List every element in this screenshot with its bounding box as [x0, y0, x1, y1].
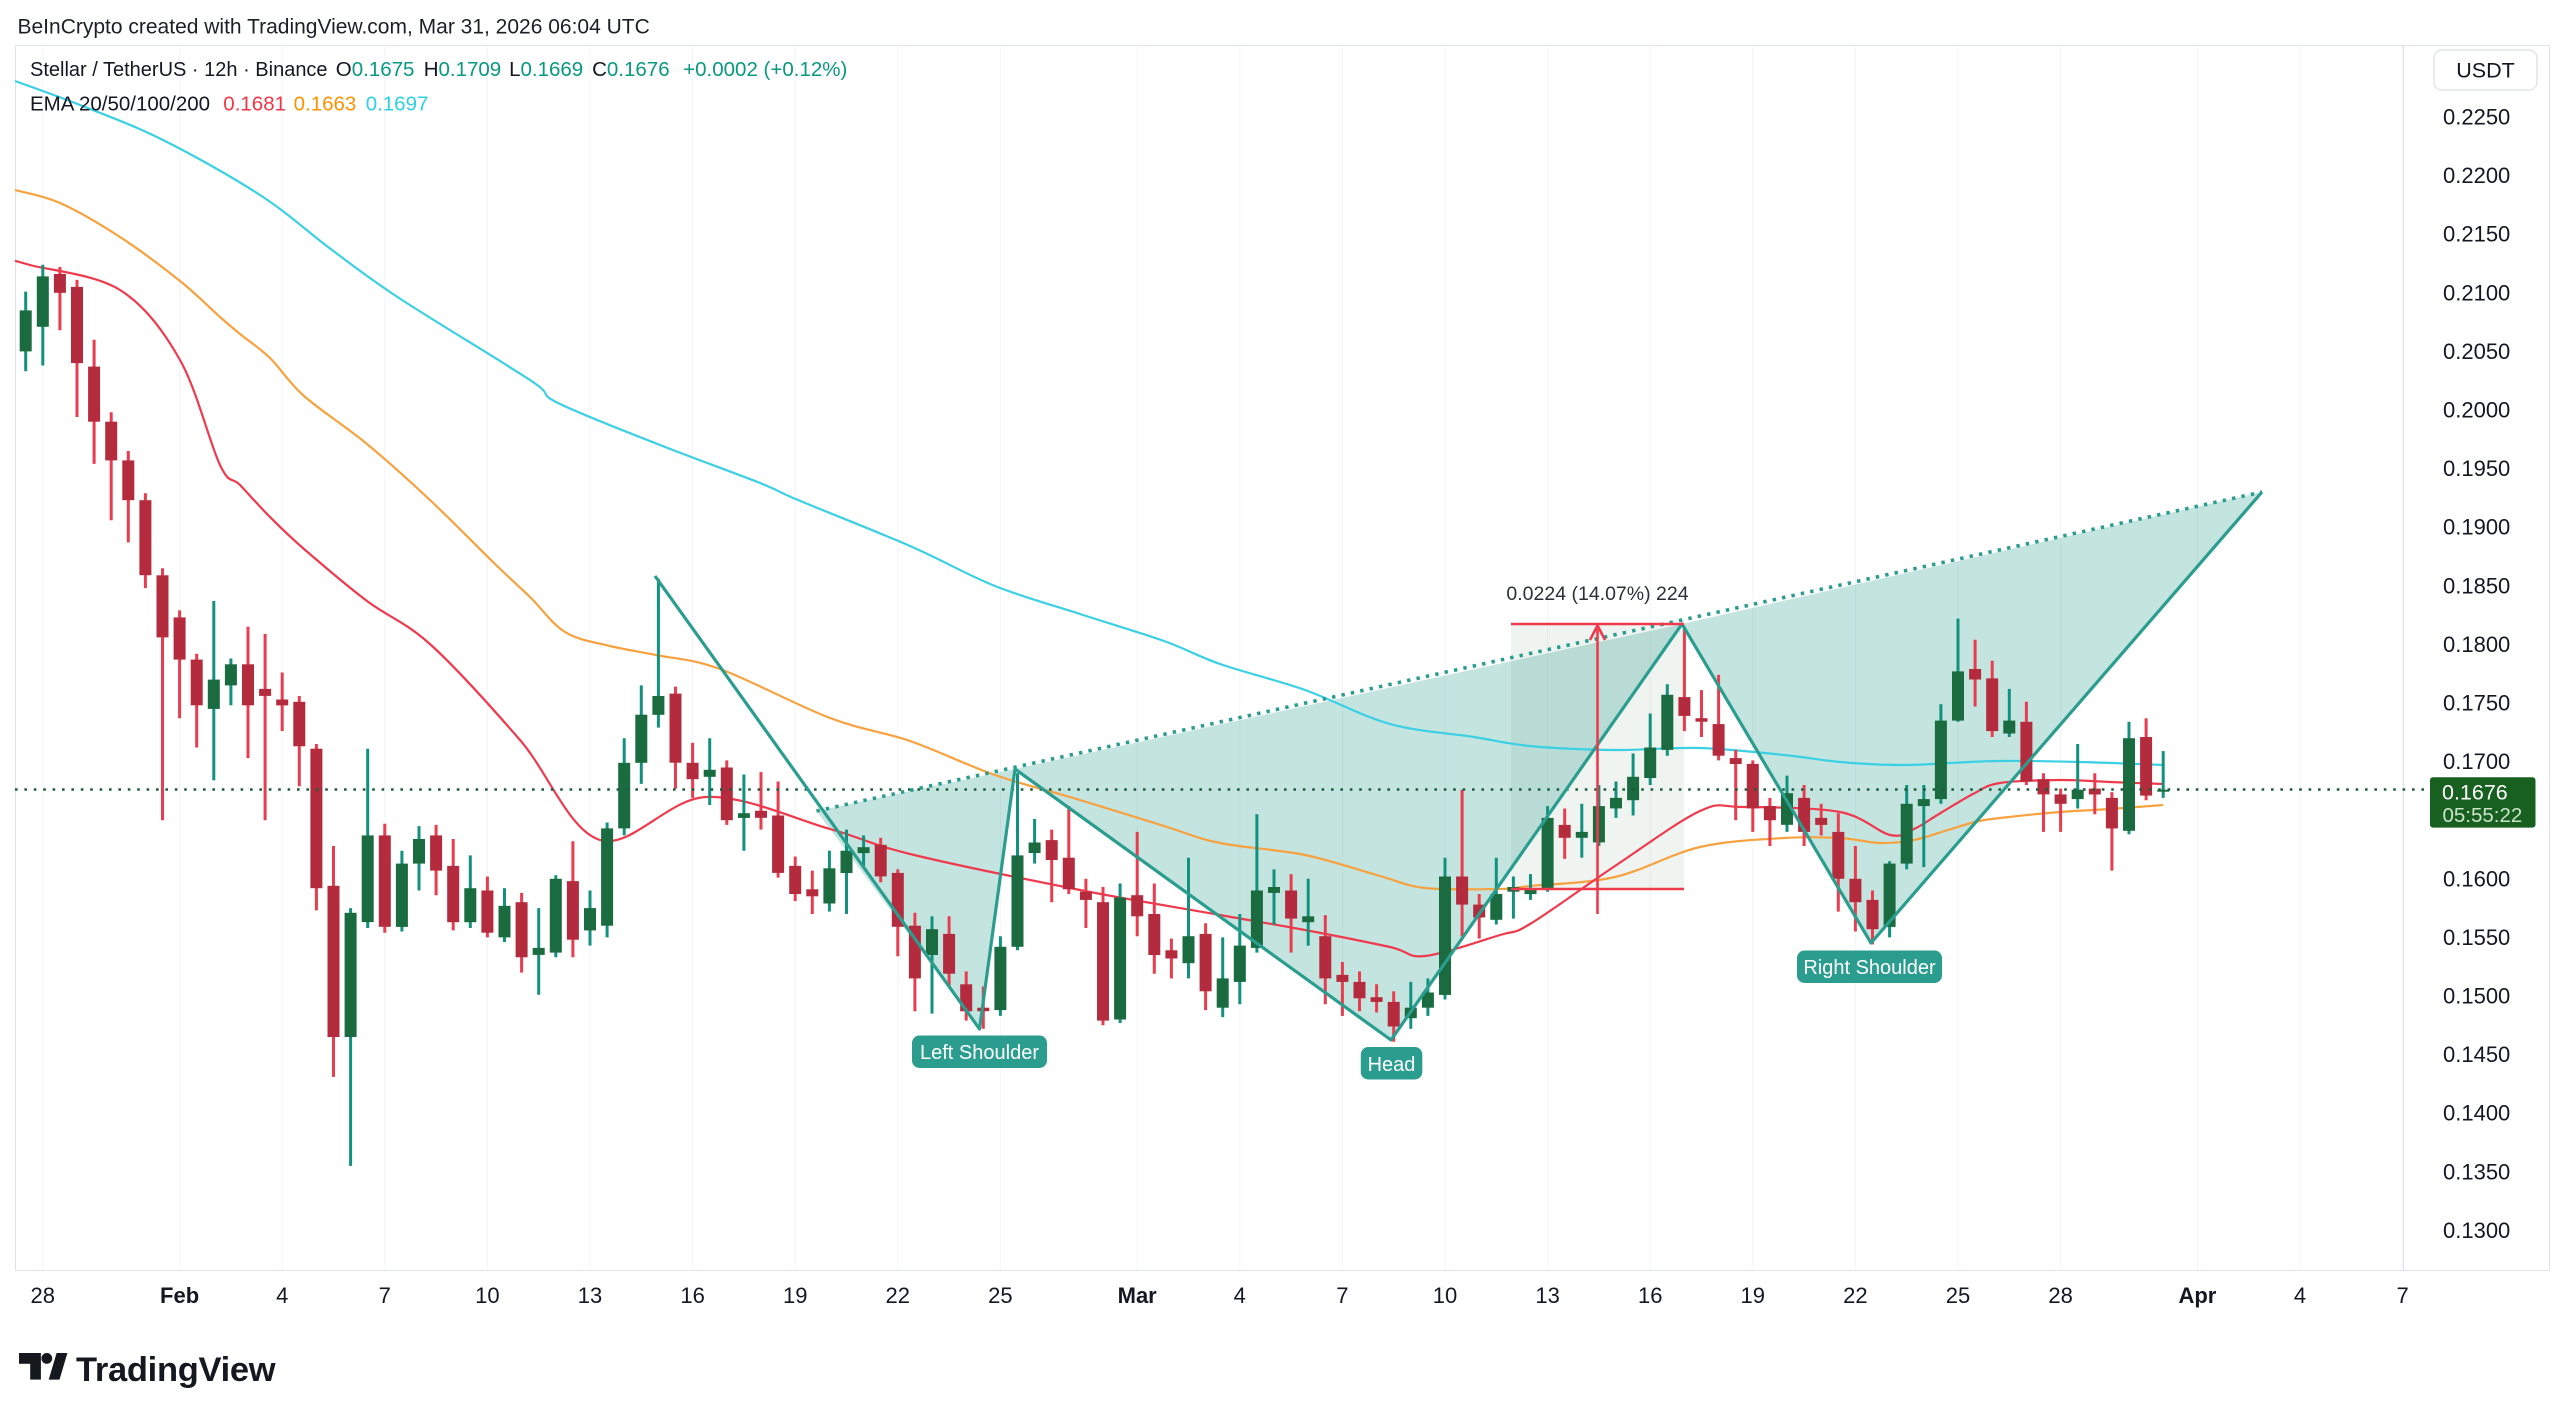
svg-text:0.1676: 0.1676	[2442, 781, 2508, 805]
svg-text:0.0224 (14.07%) 224: 0.0224 (14.07%) 224	[1506, 583, 1688, 605]
svg-text:Left Shoulder: Left Shoulder	[920, 1042, 1039, 1064]
svg-text:0.1450: 0.1450	[2443, 1042, 2510, 1067]
svg-text:10: 10	[1433, 1283, 1457, 1308]
svg-text:0.1400: 0.1400	[2443, 1101, 2510, 1126]
svg-text:25: 25	[988, 1283, 1012, 1308]
svg-text:19: 19	[1741, 1283, 1765, 1308]
svg-text:0.1800: 0.1800	[2443, 632, 2510, 657]
svg-text:0.1750: 0.1750	[2443, 691, 2510, 716]
svg-text:7: 7	[1336, 1283, 1348, 1308]
svg-text:TradingView: TradingView	[76, 1351, 276, 1389]
svg-text:0.1850: 0.1850	[2443, 573, 2510, 598]
svg-text:0.1550: 0.1550	[2443, 925, 2510, 950]
svg-text:+0.0002 (+0.12%): +0.0002 (+0.12%)	[683, 58, 847, 81]
svg-text:EMA 20/50/100/200: EMA 20/50/100/200	[30, 93, 210, 116]
svg-text:28: 28	[31, 1283, 55, 1308]
svg-text:0.1500: 0.1500	[2443, 984, 2510, 1009]
svg-text:0.1350: 0.1350	[2443, 1159, 2510, 1184]
svg-text:4: 4	[2294, 1283, 2306, 1308]
svg-text:4: 4	[276, 1283, 288, 1308]
svg-text:0.1300: 0.1300	[2443, 1218, 2510, 1243]
svg-text:16: 16	[1638, 1283, 1662, 1308]
svg-text:05:55:22: 05:55:22	[2443, 804, 2523, 827]
svg-text:Feb: Feb	[160, 1283, 199, 1308]
svg-text:7: 7	[379, 1283, 391, 1308]
svg-text:0.1681: 0.1681	[223, 93, 286, 116]
svg-text:0.2050: 0.2050	[2443, 339, 2510, 364]
svg-text:0.1700: 0.1700	[2443, 749, 2510, 774]
svg-text:0.1950: 0.1950	[2443, 456, 2510, 481]
svg-text:7: 7	[2396, 1283, 2408, 1308]
svg-text:0.2100: 0.2100	[2443, 280, 2510, 305]
svg-text:C0.1676: C0.1676	[592, 58, 670, 81]
svg-text:Apr: Apr	[2178, 1283, 2216, 1308]
svg-text:0.2250: 0.2250	[2443, 105, 2510, 130]
svg-text:22: 22	[886, 1283, 910, 1308]
svg-text:Head: Head	[1368, 1054, 1416, 1076]
svg-text:0.1663: 0.1663	[294, 93, 357, 116]
svg-text:0.2000: 0.2000	[2443, 398, 2510, 423]
svg-text:16: 16	[680, 1283, 704, 1308]
svg-text:BeInCrypto created with Tradin: BeInCrypto created with TradingView.com,…	[18, 16, 650, 39]
svg-text:0.2150: 0.2150	[2443, 222, 2510, 247]
svg-text:19: 19	[783, 1283, 807, 1308]
svg-text:13: 13	[1535, 1283, 1559, 1308]
svg-text:4: 4	[1234, 1283, 1246, 1308]
svg-text:25: 25	[1946, 1283, 1970, 1308]
svg-text:H0.1709: H0.1709	[424, 58, 502, 81]
svg-text:L0.1669: L0.1669	[509, 58, 583, 81]
svg-text:O0.1675: O0.1675	[336, 58, 415, 81]
svg-text:0.1900: 0.1900	[2443, 515, 2510, 540]
svg-text:28: 28	[2048, 1283, 2072, 1308]
svg-text:22: 22	[1843, 1283, 1867, 1308]
svg-text:0.2200: 0.2200	[2443, 163, 2510, 188]
svg-text:10: 10	[475, 1283, 499, 1308]
svg-text:USDT: USDT	[2456, 59, 2515, 83]
svg-text:13: 13	[578, 1283, 602, 1308]
svg-text:Right Shoulder: Right Shoulder	[1803, 957, 1936, 979]
svg-text:Mar: Mar	[1118, 1283, 1158, 1308]
svg-text:Stellar / TetherUS · 12h · Bin: Stellar / TetherUS · 12h · Binance	[30, 59, 328, 81]
svg-text:0.1600: 0.1600	[2443, 866, 2510, 891]
svg-text:0.1697: 0.1697	[366, 93, 429, 116]
